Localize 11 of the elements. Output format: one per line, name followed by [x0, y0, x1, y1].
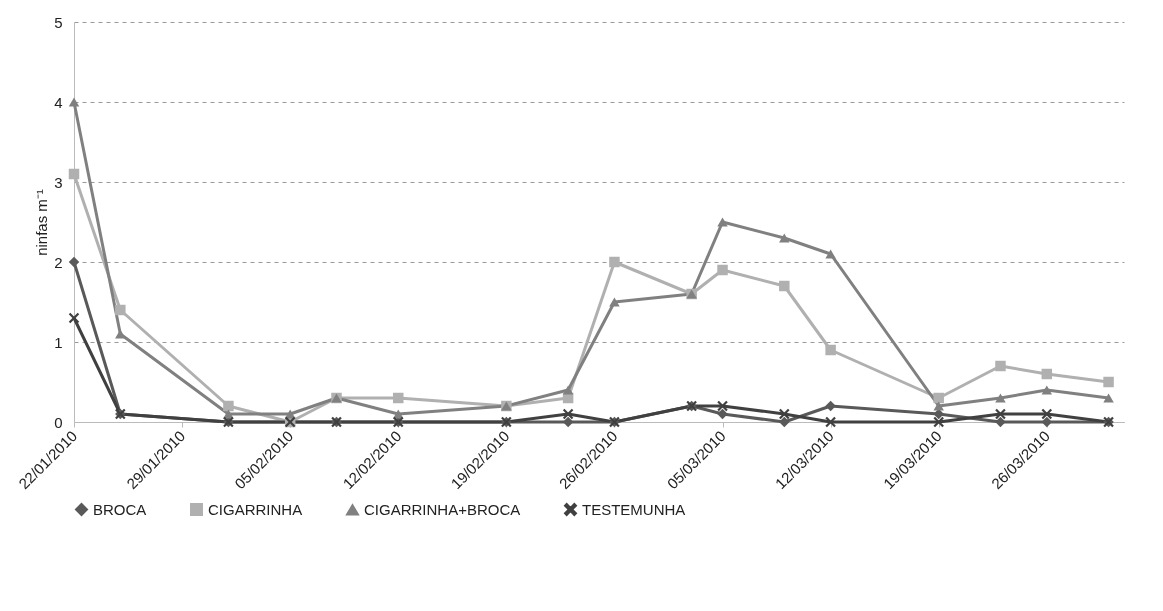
legend-label: TESTEMUNHA: [582, 500, 686, 518]
y-tick-label: 5: [54, 13, 63, 31]
y-tick-label: 4: [54, 93, 63, 111]
legend-label: CIGARRINHA+BROCA: [364, 500, 521, 518]
y-tick-label: 1: [54, 333, 63, 351]
legend-label: CIGARRINHA: [208, 500, 303, 518]
y-tick-label: 2: [54, 253, 63, 271]
legend-label: BROCA: [93, 500, 147, 518]
y-tick-label: 3: [54, 173, 63, 191]
y-tick-label: 0: [54, 413, 63, 431]
y-axis-title: ninfas m⁻¹: [33, 189, 51, 256]
